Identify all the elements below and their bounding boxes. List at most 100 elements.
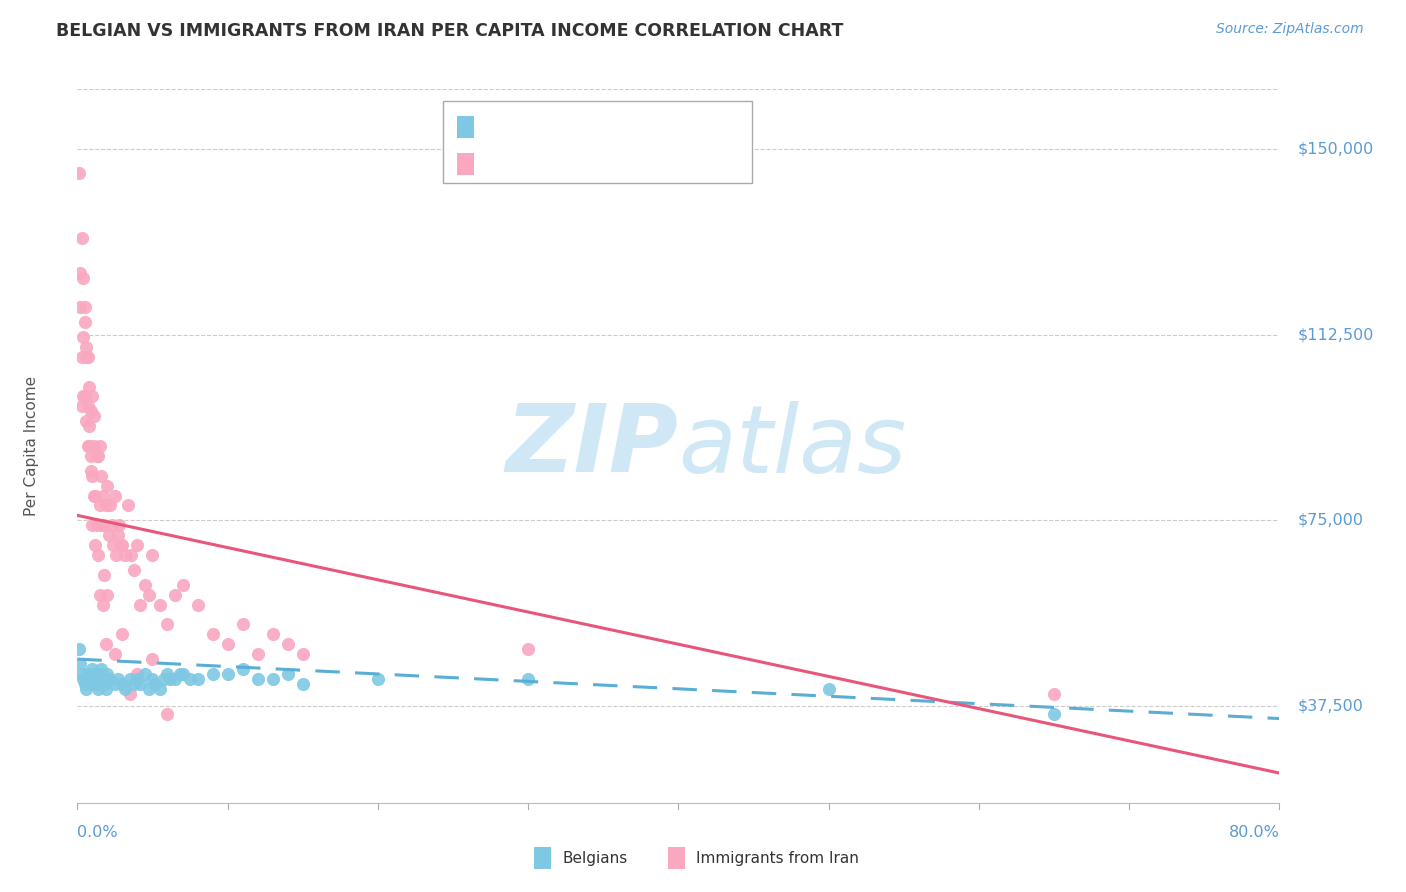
Point <box>107 672 129 686</box>
Text: atlas: atlas <box>679 401 907 491</box>
Point <box>127 538 149 552</box>
Point <box>87 548 110 562</box>
Point <box>86 449 108 463</box>
Point <box>277 637 299 651</box>
Point <box>156 706 179 721</box>
Point <box>86 677 108 691</box>
Point <box>134 667 156 681</box>
Point <box>82 518 104 533</box>
Text: Source: ZipAtlas.com: Source: ZipAtlas.com <box>1216 22 1364 37</box>
Point <box>91 598 114 612</box>
Point <box>73 677 96 691</box>
Point <box>91 489 114 503</box>
Point <box>87 681 110 696</box>
Text: 53: 53 <box>634 122 655 137</box>
Text: Belgians: Belgians <box>562 851 627 865</box>
Point <box>149 681 172 696</box>
Point <box>246 647 269 661</box>
Point <box>367 672 389 686</box>
Point <box>82 468 104 483</box>
Point <box>138 681 160 696</box>
Point <box>80 449 103 463</box>
Point <box>90 518 112 533</box>
Point <box>124 563 146 577</box>
Point <box>83 667 105 681</box>
Point <box>105 548 128 562</box>
Point <box>141 652 163 666</box>
Point <box>145 677 167 691</box>
Point <box>120 548 142 562</box>
Point <box>104 647 127 661</box>
Point <box>118 672 141 686</box>
Point <box>67 642 90 657</box>
Point <box>83 489 105 503</box>
Point <box>79 672 101 686</box>
Point <box>186 672 209 686</box>
Point <box>90 468 112 483</box>
Text: ZIP: ZIP <box>506 400 679 492</box>
Point <box>124 677 146 691</box>
Point <box>80 464 103 478</box>
Text: $150,000: $150,000 <box>1298 141 1374 156</box>
Point <box>73 315 96 329</box>
Text: $112,500: $112,500 <box>1298 327 1374 342</box>
Point <box>129 598 152 612</box>
Point <box>1043 706 1066 721</box>
Point <box>69 266 91 280</box>
Point <box>111 677 134 691</box>
Point <box>70 231 93 245</box>
Point <box>84 672 107 686</box>
Point <box>76 350 98 364</box>
Point <box>217 667 239 681</box>
Point <box>83 439 105 453</box>
Point <box>141 548 163 562</box>
Point <box>291 647 314 661</box>
Point <box>89 667 111 681</box>
Point <box>277 667 299 681</box>
Point <box>246 672 269 686</box>
Point <box>96 478 118 492</box>
Point <box>172 667 194 681</box>
Point <box>156 617 179 632</box>
Point <box>153 672 176 686</box>
Point <box>70 350 93 364</box>
Point <box>72 270 94 285</box>
Point <box>217 637 239 651</box>
Point <box>80 677 103 691</box>
Point <box>104 489 127 503</box>
Point <box>159 672 181 686</box>
Point <box>86 518 108 533</box>
Point <box>76 667 98 681</box>
Point <box>172 578 194 592</box>
Point <box>100 672 122 686</box>
Text: Immigrants from Iran: Immigrants from Iran <box>696 851 859 865</box>
Point <box>91 672 114 686</box>
Point <box>70 400 93 414</box>
Point <box>89 588 111 602</box>
Text: 0.0%: 0.0% <box>77 825 118 840</box>
Point <box>108 518 131 533</box>
Text: R =: R = <box>485 122 519 137</box>
Point <box>163 588 186 602</box>
Text: R =: R = <box>485 159 519 174</box>
Point <box>517 672 540 686</box>
Point <box>96 667 118 681</box>
Text: Per Capita Income: Per Capita Income <box>24 376 39 516</box>
Point <box>73 389 96 403</box>
Point <box>94 637 117 651</box>
Point <box>93 567 115 582</box>
Text: BELGIAN VS IMMIGRANTS FROM IRAN PER CAPITA INCOME CORRELATION CHART: BELGIAN VS IMMIGRANTS FROM IRAN PER CAPI… <box>56 22 844 40</box>
Point <box>75 414 97 428</box>
Point <box>79 379 101 393</box>
Point <box>111 627 134 641</box>
Point <box>141 672 163 686</box>
Point <box>67 166 90 180</box>
Point <box>262 672 284 686</box>
Point <box>291 677 314 691</box>
Point <box>104 677 127 691</box>
Point <box>94 681 117 696</box>
Point <box>82 662 104 676</box>
Point <box>114 681 136 696</box>
Point <box>93 677 115 691</box>
Point <box>90 662 112 676</box>
